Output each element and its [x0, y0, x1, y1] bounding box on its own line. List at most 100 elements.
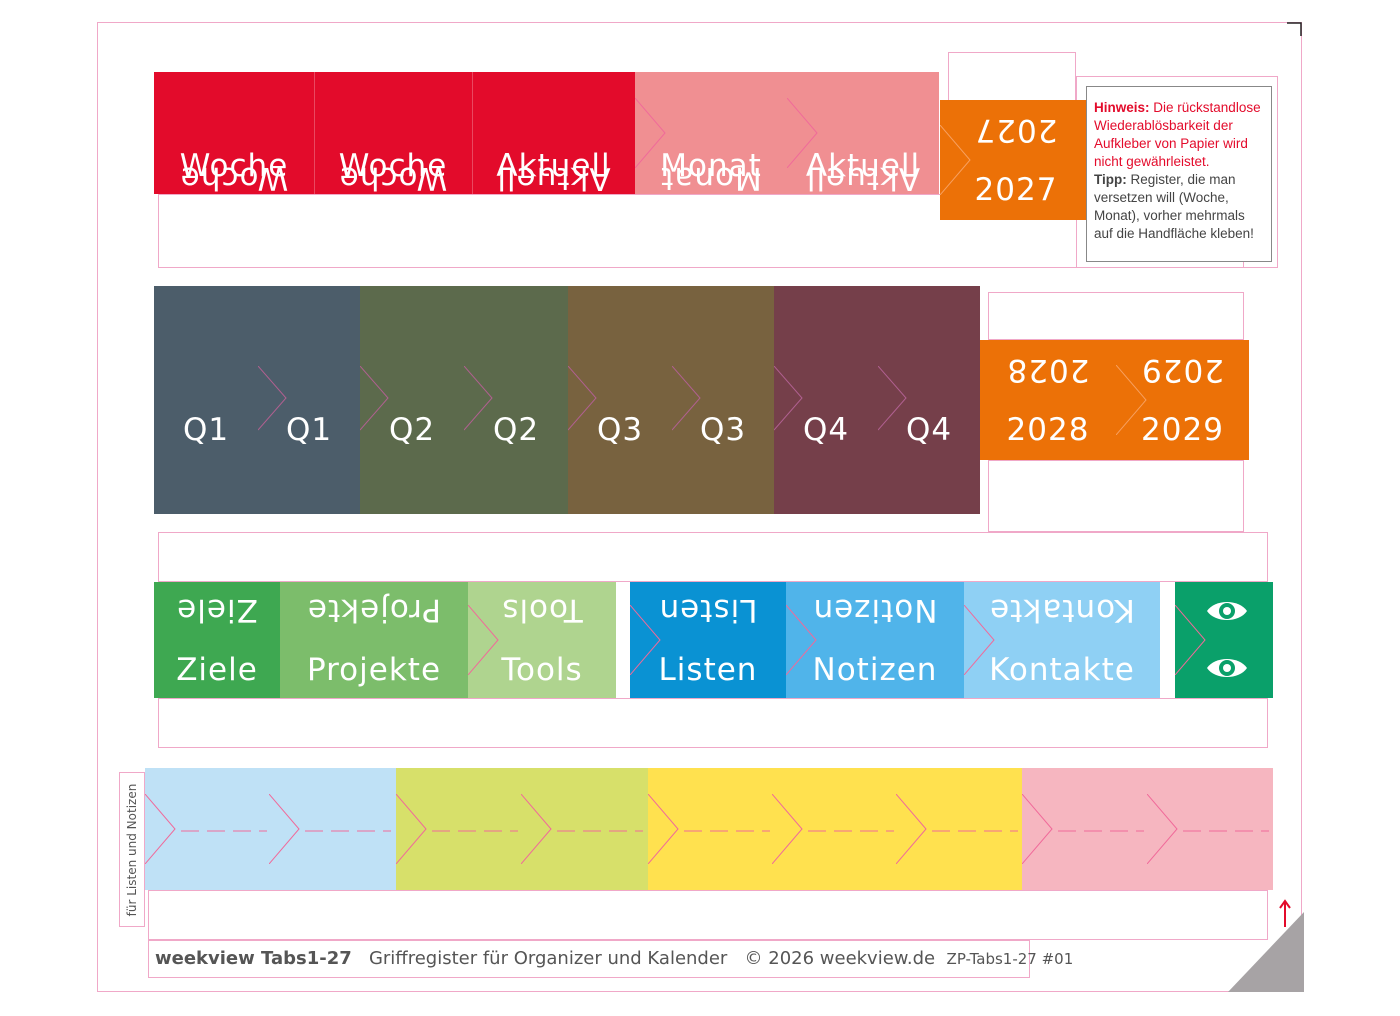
fold-chevron-icon: [521, 794, 552, 864]
fold-chevron-icon: [568, 366, 597, 431]
tab-label: Q3: [699, 412, 747, 448]
fold-chevron-icon: [1175, 605, 1206, 675]
tab-blank[interactable]: [896, 768, 1022, 890]
fold-chevron-icon: [396, 794, 427, 864]
tab-blank[interactable]: [145, 768, 269, 890]
peel-corner: [1228, 912, 1304, 992]
tab-q3-2[interactable]: Q3 Q3: [672, 286, 774, 514]
tab-label: Q2: [388, 412, 436, 448]
fold-chevron-icon: [774, 366, 803, 431]
tab-woche-1[interactable]: Woche Woche: [154, 72, 314, 194]
tab-monat[interactable]: Monat Monat: [635, 72, 787, 194]
tab-label-flipped: Projekte: [306, 592, 442, 628]
tab-eye[interactable]: [1175, 582, 1273, 698]
tab-aktuell-2[interactable]: Aktuell Aktuell: [787, 72, 939, 194]
tab-label: Q2: [492, 412, 540, 448]
write-line: [932, 830, 1018, 832]
footer-copyright: © 2026 weekview.de: [744, 948, 936, 969]
tab-q4-2[interactable]: Q4 Q4: [878, 286, 980, 514]
footer-subtitle: Griffregister für Organizer und Kalender: [368, 948, 728, 969]
tab-label: 2027: [974, 172, 1058, 208]
tab-q1-2[interactable]: Q1 Q1: [258, 286, 360, 514]
tab-label: Monat: [660, 148, 762, 184]
tab-projekte[interactable]: Projekte Projekte: [280, 582, 468, 698]
hint-text: Die rückstandlose Wiederablösbarkeit der…: [1094, 100, 1261, 169]
write-line: [432, 830, 518, 832]
tab-q2-2[interactable]: Q2 Q2: [464, 286, 568, 514]
tab-seam: [472, 72, 473, 194]
tab-label: Projekte: [306, 652, 442, 688]
tab-label: Woche: [179, 148, 289, 184]
hint-label: Hinweis:: [1094, 100, 1150, 115]
fold-chevron-icon: [786, 605, 817, 675]
tab-aktuell-1[interactable]: Aktuell Aktuell: [472, 72, 635, 194]
tab-q3-1[interactable]: Q3 Q3: [568, 286, 672, 514]
eye-icon: [1207, 602, 1247, 620]
side-label: für Listen und Notizen: [125, 783, 139, 916]
tab-blank[interactable]: [396, 768, 521, 890]
tip-label: Tipp:: [1094, 172, 1127, 187]
eye-icon: [1207, 659, 1247, 677]
cutline-row2-top: [988, 292, 1244, 340]
fold-chevron-icon: [269, 794, 300, 864]
fold-chevron-icon: [878, 366, 907, 431]
tab-label: Tools: [501, 652, 583, 688]
tab-label-flipped: Ziele: [176, 592, 258, 628]
tab-blank[interactable]: [1147, 768, 1273, 890]
tab-label: Aktuell: [496, 148, 611, 184]
side-label-box: für Listen und Notizen: [119, 772, 145, 927]
tab-woche-2[interactable]: Woche Woche: [314, 72, 472, 194]
tab-label: Q1: [182, 412, 230, 448]
fold-chevron-icon: [258, 366, 287, 431]
write-line: [305, 830, 391, 832]
write-line: [1058, 830, 1144, 832]
fold-chevron-icon: [360, 366, 389, 431]
tab-q2-1[interactable]: Q2 Q2: [360, 286, 464, 514]
tab-label: Kontakte: [989, 652, 1135, 688]
tab-label: Aktuell: [805, 148, 921, 184]
tab-kontakte[interactable]: Kontakte Kontakte: [964, 582, 1160, 698]
fold-chevron-icon: [1147, 794, 1178, 864]
cutline-row1-top: [948, 52, 1076, 102]
tab-2029[interactable]: 2029 2029: [1116, 340, 1249, 460]
write-line: [181, 830, 267, 832]
cutline-row4-base: [148, 890, 1268, 940]
fold-chevron-icon: [635, 98, 666, 168]
tab-blank[interactable]: [1022, 768, 1147, 890]
tab-label-flipped: Listen: [658, 592, 758, 628]
write-line: [808, 830, 894, 832]
sheet-outline: [97, 22, 1302, 992]
fold-chevron-icon: [145, 794, 176, 864]
tab-2027[interactable]: 2027 2027: [940, 100, 1092, 220]
write-line: [557, 830, 643, 832]
tab-blank[interactable]: [772, 768, 896, 890]
fold-chevron-icon: [1022, 794, 1053, 864]
arrow-up-icon: [1279, 899, 1291, 927]
footer-brand: weekview Tabs1-27: [155, 948, 352, 969]
tab-label: Q4: [802, 412, 850, 448]
tab-label: Q1: [285, 412, 333, 448]
tab-q4-1[interactable]: Q4 Q4: [774, 286, 878, 514]
tab-label-flipped: Tools: [501, 592, 583, 628]
tab-blank[interactable]: [648, 768, 772, 890]
fold-chevron-icon: [1116, 365, 1147, 435]
write-line: [1183, 830, 1269, 832]
tab-q1-1[interactable]: Q1 Q1: [154, 286, 258, 514]
tab-ziele[interactable]: Ziele Ziele: [154, 582, 280, 698]
tab-label-flipped: 2029: [1141, 352, 1224, 388]
fold-chevron-icon: [964, 605, 995, 675]
tab-blank[interactable]: [269, 768, 396, 890]
fold-chevron-icon: [772, 794, 803, 864]
fold-chevron-icon: [648, 794, 679, 864]
tab-label: 2029: [1141, 412, 1224, 448]
tab-tools[interactable]: Tools Tools: [468, 582, 616, 698]
tab-label: Q4: [905, 412, 953, 448]
footer: weekview Tabs1-27 Griffregister für Orga…: [148, 940, 1073, 978]
tab-blank[interactable]: [521, 768, 648, 890]
crop-mark: [1287, 22, 1302, 36]
tab-notizen[interactable]: Notizen Notizen: [786, 582, 964, 698]
tab-2028[interactable]: 2028 2028: [980, 340, 1116, 460]
footer-code: ZP-Tabs1-27 #01: [946, 950, 1074, 968]
cutline-row3-top: [158, 532, 1268, 582]
tab-listen[interactable]: Listen Listen: [630, 582, 786, 698]
